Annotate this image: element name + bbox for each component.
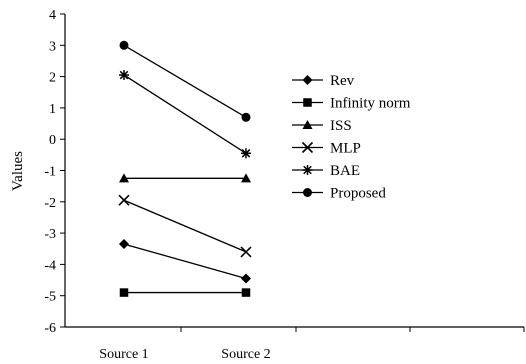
data-point xyxy=(241,112,251,122)
plot-marks xyxy=(118,40,252,297)
x-tick-label: Source 1 xyxy=(99,347,148,362)
y-tick-label: -1 xyxy=(44,165,56,180)
series-rev xyxy=(119,239,251,284)
y-tick-label: 1 xyxy=(49,102,56,117)
legend-item: Rev xyxy=(292,73,355,89)
y-tick-label: 3 xyxy=(49,39,56,54)
data-point xyxy=(119,239,129,250)
y-tick-label: -5 xyxy=(44,290,56,305)
y-tick-label: -3 xyxy=(44,227,56,242)
series-proposed xyxy=(119,40,251,122)
y-tick-label: 0 xyxy=(49,133,56,148)
x-tick-label: Source 2 xyxy=(221,347,270,362)
legend-label: Proposed xyxy=(330,186,386,202)
data-point xyxy=(240,246,252,258)
series-line xyxy=(123,199,247,253)
series-bae xyxy=(119,70,251,159)
legend-item: Infinity norm xyxy=(292,96,411,112)
legend-marker xyxy=(302,120,313,129)
axes: 4 3 2 1 0 -1 -2 -3 -4 -5 -6 Source 1 Source 2 xyxy=(44,8,525,362)
series-iss xyxy=(119,173,251,183)
legend-label: Infinity norm xyxy=(330,96,411,112)
data-point xyxy=(241,173,251,183)
data-point xyxy=(241,273,251,284)
y-tick-label: -6 xyxy=(44,321,56,336)
legend-item: BAE xyxy=(292,163,360,179)
legend: Rev Infinity norm ISS MLP BAE Proposed xyxy=(292,73,411,202)
series-line xyxy=(123,44,247,118)
data-point xyxy=(119,173,129,183)
y-tick-label: 4 xyxy=(49,8,56,23)
series-mlp xyxy=(118,194,252,258)
legend-item: Proposed xyxy=(292,186,386,202)
legend-marker xyxy=(302,165,313,175)
y-tick-label: 2 xyxy=(49,71,56,86)
data-point xyxy=(119,40,129,50)
series-line xyxy=(123,243,247,280)
legend-label: Rev xyxy=(330,73,355,89)
legend-item: ISS xyxy=(292,118,352,134)
y-tick-label: -4 xyxy=(44,258,56,273)
data-point xyxy=(119,70,129,81)
y-axis-title: Values xyxy=(10,151,26,191)
legend-label: ISS xyxy=(330,118,352,134)
legend-marker xyxy=(301,141,314,154)
legend-item: MLP xyxy=(292,141,361,157)
legend-label: BAE xyxy=(330,163,360,179)
series-infinity-norm xyxy=(119,288,251,297)
y-tick-label: -2 xyxy=(44,196,56,211)
legend-marker xyxy=(303,98,312,107)
data-point xyxy=(241,288,251,297)
data-point xyxy=(119,288,129,297)
series-line xyxy=(123,74,247,154)
data-point xyxy=(118,194,130,206)
legend-label: MLP xyxy=(330,141,361,157)
legend-marker xyxy=(303,188,312,197)
legend-marker xyxy=(302,75,313,85)
data-point xyxy=(241,148,251,159)
